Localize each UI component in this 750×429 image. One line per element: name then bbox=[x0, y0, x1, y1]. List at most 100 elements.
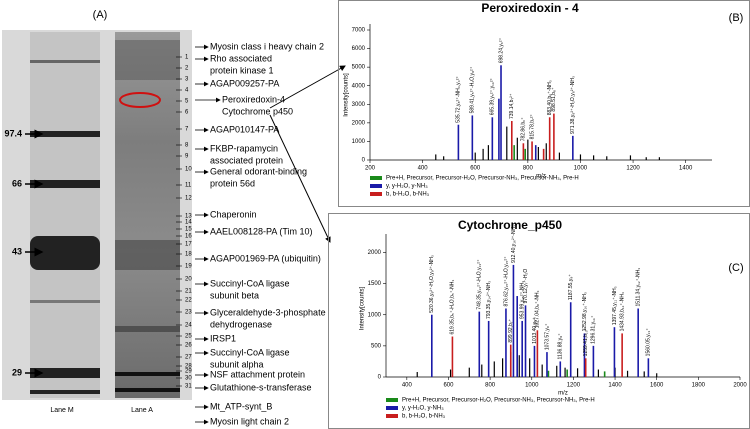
y-tick-label: 6000 bbox=[352, 46, 366, 52]
peak-label: 1187.55,y₉⁺ bbox=[568, 274, 574, 301]
band-number: 30 bbox=[185, 376, 192, 382]
legend-label: b, b-H₂O, b-NH₃ bbox=[402, 414, 446, 420]
band-number: 29 bbox=[185, 369, 192, 375]
protein-name: Cytochrome p450 bbox=[222, 106, 293, 116]
y-tick-label: 1000 bbox=[368, 312, 382, 318]
lane-label: Lane A bbox=[131, 407, 153, 414]
peak-label: 619.35,b₅⁺-H₂O,b₅⁺-NH₃ bbox=[450, 280, 456, 335]
x-tick-label: 400 bbox=[418, 166, 429, 172]
band bbox=[30, 390, 100, 394]
x-tick-label: 1800 bbox=[692, 383, 706, 389]
band bbox=[115, 40, 180, 80]
y-tick-label: 0 bbox=[378, 375, 382, 381]
y-tick-label: 7000 bbox=[352, 28, 366, 34]
band-number: 11 bbox=[185, 183, 192, 189]
peak-label: 953.99,y₁₅²⁺-NH₃ bbox=[520, 281, 526, 319]
protein-name: AGAP010147-PA bbox=[210, 124, 279, 134]
peak-label: 1397.45,y₁₁⁺-NH₃ bbox=[612, 286, 618, 325]
band-number: 25 bbox=[185, 334, 192, 340]
band-number: 9 bbox=[185, 154, 189, 160]
legend-label: b, b-H₂O, b-NH₃ bbox=[386, 192, 430, 198]
band-number: 28 bbox=[185, 364, 192, 370]
peak-label: 898.51,b₈⁺ bbox=[551, 87, 557, 112]
x-tick-label: 1400 bbox=[608, 383, 622, 389]
band-number: 21 bbox=[185, 289, 192, 295]
band-number: 26 bbox=[185, 343, 192, 349]
peak-label: 739.14,b₇²⁺ bbox=[509, 93, 515, 119]
band bbox=[30, 180, 100, 188]
band bbox=[30, 368, 100, 378]
band-number: 23 bbox=[185, 310, 192, 316]
protein-name: Glyceraldehyde-3-phosphate bbox=[210, 307, 326, 317]
legend-label: Pre+H, Precursor, Precursor-H₂O, Precurs… bbox=[386, 176, 579, 182]
peak-label: 815.78,b₇²⁺ bbox=[529, 114, 535, 140]
band-number: 18 bbox=[185, 252, 192, 258]
peak-label: 876.62,y₁₅²⁺-H₂O,y₁₅²⁺ bbox=[503, 256, 509, 307]
band-number: 12 bbox=[185, 196, 192, 202]
y-axis-label: Intensity[counts] bbox=[344, 73, 350, 117]
band bbox=[115, 372, 180, 376]
peak-label: 1252.98,y₁₀⁺-NH₃ bbox=[582, 292, 588, 331]
protein-name: subunit beta bbox=[210, 290, 259, 300]
protein-name: AGAP009257-PA bbox=[210, 78, 279, 88]
peak-label: 1013.40,y₈⁺ bbox=[532, 317, 538, 344]
peak-label: 1434.93,b₁₂⁺-NH₃ bbox=[619, 292, 625, 331]
x-tick-label: 600 bbox=[470, 166, 481, 172]
band-number: 31 bbox=[185, 384, 192, 390]
lane-m bbox=[30, 32, 100, 398]
peak-label: 665.39,y₅²⁺,y₁₀²⁺ bbox=[490, 77, 496, 115]
protein-name: Myosin light chain 2 bbox=[210, 416, 289, 426]
protein-name: FKBP-rapamycin bbox=[210, 143, 278, 153]
y-tick-label: 4000 bbox=[352, 83, 366, 89]
band-number: 19 bbox=[185, 264, 192, 270]
gel-bands bbox=[30, 40, 180, 394]
protein-name: Peroxiredoxin-4 bbox=[222, 94, 285, 104]
y-tick-label: 0 bbox=[362, 158, 366, 164]
x-tick-label: 400 bbox=[402, 383, 413, 389]
peak-label: 1259.41,b₁₀⁺ bbox=[583, 327, 589, 356]
protein-name: IRSP1 bbox=[210, 333, 236, 343]
band bbox=[30, 131, 100, 137]
protein-name: Succinyl-CoA ligase bbox=[210, 347, 290, 357]
band-number: 6 bbox=[185, 110, 189, 116]
peak-label: 970.12,y₇⁺-H₂O bbox=[523, 269, 529, 304]
panel-label: (B) bbox=[729, 12, 744, 24]
x-tick-label: 1000 bbox=[574, 166, 588, 172]
band bbox=[30, 236, 100, 270]
band-number: 24 bbox=[185, 323, 192, 329]
lane-a bbox=[115, 32, 180, 398]
protein-name: Rho associated bbox=[210, 53, 272, 63]
band bbox=[30, 300, 100, 303]
peak-label: 1073.57,y₈⁺ bbox=[544, 323, 550, 350]
peak-label: 971.38,y₈²⁺-H₂O,y₈²⁺-NH₃ bbox=[570, 76, 576, 134]
band-number: 10 bbox=[185, 167, 192, 173]
panel-label: (A) bbox=[93, 9, 108, 21]
band-number: 22 bbox=[185, 298, 192, 304]
peak-label: 535.72,y₈²⁺-NH₃,y₄²⁺ bbox=[456, 76, 462, 123]
band-number: 8 bbox=[185, 143, 189, 149]
legend-label: Pre+H, Precursor, Precursor-H₂O, Precurs… bbox=[402, 398, 595, 404]
x-tick-label: 1200 bbox=[626, 166, 640, 172]
x-tick-label: 1000 bbox=[525, 383, 539, 389]
peak-label: 1560.05,y₁₃⁺ bbox=[646, 328, 652, 357]
marker-label: 29 bbox=[12, 367, 22, 377]
marker-label: 66 bbox=[12, 178, 22, 188]
y-axis-label: Intensity[counts] bbox=[360, 286, 366, 330]
panel-label: (C) bbox=[728, 262, 743, 274]
band-number: 13 bbox=[185, 214, 192, 220]
band-number: 20 bbox=[185, 277, 192, 283]
protein-name: General odorant-binding bbox=[210, 166, 307, 176]
peak-label: 748.35,y₁₃²⁺-H₂O,y₁₃²⁺ bbox=[477, 259, 483, 310]
x-axis-label: m/z bbox=[558, 391, 568, 397]
band bbox=[30, 60, 100, 63]
lane-label: Lane M bbox=[50, 407, 74, 414]
band-number: 27 bbox=[185, 355, 192, 361]
legend-swatch bbox=[386, 406, 398, 410]
band-number: 7 bbox=[185, 127, 189, 133]
x-tick-label: 800 bbox=[523, 166, 534, 172]
peak-label: 883.40,b₈⁺-NH₃ bbox=[547, 80, 553, 115]
band bbox=[115, 388, 180, 392]
band-number: 17 bbox=[185, 242, 192, 248]
x-tick-label: 1400 bbox=[679, 166, 693, 172]
highlight-ellipse bbox=[119, 92, 161, 108]
